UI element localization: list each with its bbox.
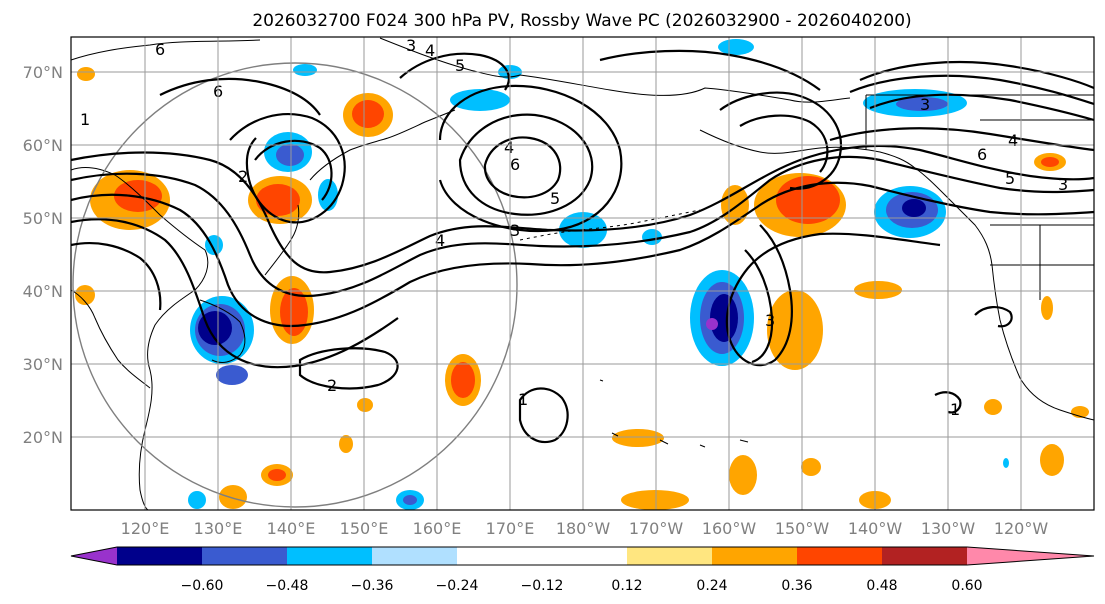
contour-label: 2 [238, 167, 248, 186]
colorbar-segment [202, 547, 287, 565]
pv-anomaly-shading [75, 39, 1089, 510]
lon-label: 160°W [702, 519, 757, 538]
colorbar-tick-label: −0.24 [436, 578, 479, 594]
lat-label: 40°N [23, 282, 63, 301]
colorbar-segment [882, 547, 967, 565]
contour-label: 5 [1005, 169, 1015, 188]
contour-label: 1 [950, 400, 960, 419]
colorbar-segment [542, 547, 627, 565]
contour-label: 6 [977, 145, 987, 164]
positive-anomaly-east-asia [90, 170, 170, 230]
colorbar-tick-label: 0.48 [866, 578, 897, 594]
colorbar-tick-label: 0.12 [611, 578, 642, 594]
contour-label: 1 [518, 390, 528, 409]
negative-anomaly-canada-coast [874, 186, 946, 238]
lon-label: 180°W [556, 519, 611, 538]
colorbar-segment [797, 547, 882, 565]
colorbar-tick-label: −0.60 [181, 578, 224, 594]
contour-label: 3 [920, 95, 930, 114]
coastlines [70, 37, 1095, 511]
lat-label: 50°N [23, 209, 63, 228]
contour-label: 2 [327, 376, 337, 395]
lon-label: 170°E [486, 519, 535, 538]
lon-label: 170°W [629, 519, 684, 538]
lon-label: 120°E [121, 519, 170, 538]
contour-label: 4 [504, 138, 514, 157]
colorbar: −0.60 −0.48 −0.36 −0.24 −0.12 0.12 0.24 … [70, 546, 1095, 594]
lon-label: 130°W [921, 519, 976, 538]
gridlines [71, 37, 1094, 510]
lon-label: 140°E [267, 519, 316, 538]
lat-label: 60°N [23, 136, 63, 155]
lon-label: 150°W [775, 519, 830, 538]
colorbar-extend-max [967, 547, 1094, 565]
colorbar-tick-label: −0.36 [351, 578, 394, 594]
positive-anomaly-japan-south [270, 276, 314, 344]
positive-anomaly-okhotsk [343, 93, 393, 137]
colorbar-tick-label: −0.12 [521, 578, 564, 594]
contour-label: 4 [435, 231, 445, 250]
colorbar-segment [117, 547, 202, 565]
contour-label: 4 [1008, 131, 1018, 150]
figure-title: 2026032700 F024 300 hPa PV, Rossby Wave … [252, 11, 911, 31]
contour-label: 6 [510, 155, 520, 174]
contour-label: 3 [406, 36, 416, 55]
map-frame [70, 36, 1095, 511]
pv-contours [70, 49, 1095, 444]
colorbar-tick-label: 0.60 [951, 578, 982, 594]
lon-label: 150°E [340, 519, 389, 538]
negative-anomaly-east-pacific [690, 270, 754, 366]
colorbar-segment [712, 547, 797, 565]
colorbar-tick-label: −0.48 [266, 578, 309, 594]
colorbar-tick-label: 0.24 [696, 578, 727, 594]
lat-label: 30°N [23, 355, 63, 374]
contour-label: 5 [455, 56, 465, 75]
lon-label: 160°E [413, 519, 462, 538]
contour-label: 3 [1058, 175, 1068, 194]
colorbar-segment [627, 547, 712, 565]
positive-anomaly-central-pacific [445, 354, 481, 406]
colorbar-extend-min [71, 547, 117, 565]
contour-label: 6 [155, 40, 165, 59]
colorbar-tick-label: 0.36 [781, 578, 812, 594]
colorbar-segment [287, 547, 372, 565]
negative-anomaly-japan [190, 296, 254, 385]
colorbar-segment [457, 547, 542, 565]
contour-label: 3 [510, 221, 520, 240]
lon-label: 140°W [848, 519, 903, 538]
contour-label: 3 [765, 311, 775, 330]
latitude-labels: 70°N 60°N 50°N 40°N 30°N 20°N [23, 63, 63, 447]
longitude-labels: 120°E 130°E 140°E 150°E 160°E 170°E 180°… [121, 519, 1049, 538]
positive-anomaly-east-pacific [767, 281, 902, 370]
colorbar-segment [372, 547, 457, 565]
contour-label: 1 [80, 110, 90, 129]
lat-label: 70°N [23, 63, 63, 82]
map-panel: 6 3 4 5 6 2 4 3 5 6 4 3 2 1 3 1 1 4 6 5 … [70, 36, 1095, 511]
lat-label: 20°N [23, 428, 63, 447]
colorbar-outline [70, 546, 1095, 566]
lon-label: 130°E [194, 519, 243, 538]
contour-label: 4 [425, 41, 435, 60]
contour-label: 5 [550, 189, 560, 208]
reference-circle [72, 62, 518, 508]
lon-label: 120°W [994, 519, 1049, 538]
